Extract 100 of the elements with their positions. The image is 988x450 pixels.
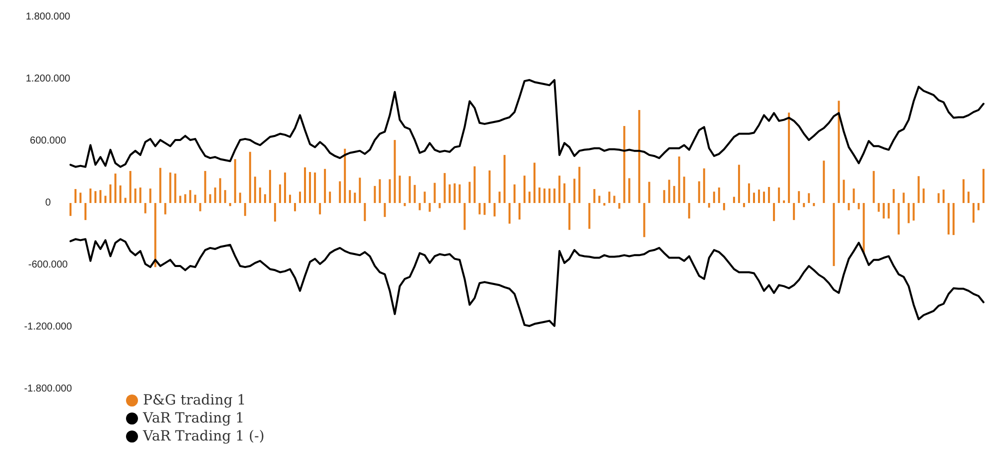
bar — [972, 203, 975, 223]
bar — [902, 192, 905, 203]
bar — [838, 100, 840, 203]
bar — [114, 174, 116, 203]
bar — [209, 194, 212, 203]
bar — [558, 176, 560, 203]
bar — [468, 182, 471, 203]
bar — [538, 188, 540, 203]
bar — [464, 203, 466, 230]
bar — [608, 192, 610, 203]
bar — [159, 168, 162, 203]
bar — [643, 203, 646, 238]
bar — [438, 203, 441, 208]
bar — [908, 203, 910, 224]
bar — [338, 181, 341, 203]
bar — [708, 203, 710, 208]
bar — [918, 176, 920, 203]
bar — [703, 168, 706, 203]
bar — [504, 154, 506, 203]
bar — [688, 203, 690, 218]
bar — [318, 203, 321, 214]
bar — [792, 203, 795, 220]
bar — [733, 196, 736, 203]
bar — [384, 203, 386, 217]
bar — [524, 176, 526, 203]
bar — [239, 192, 242, 203]
bar — [888, 203, 890, 218]
bar — [753, 192, 756, 203]
bar — [802, 203, 805, 208]
bar — [968, 192, 970, 203]
bar — [663, 190, 666, 203]
bar — [224, 190, 226, 203]
bar — [494, 203, 496, 216]
bar — [204, 170, 206, 203]
bar — [474, 166, 476, 203]
bar — [104, 196, 106, 203]
bar — [298, 192, 301, 203]
y-tick-label: 1.200.000 — [26, 74, 71, 84]
bar — [673, 186, 676, 203]
bar — [648, 182, 650, 203]
bar — [179, 196, 182, 203]
bar — [344, 148, 346, 203]
bar — [488, 170, 491, 203]
bar — [79, 192, 82, 203]
bar — [304, 167, 306, 203]
bar — [563, 183, 566, 203]
bar — [578, 166, 580, 203]
bar — [174, 174, 176, 203]
bar — [214, 188, 216, 203]
y-tick-label: -1.200.000 — [24, 322, 72, 332]
bar — [748, 183, 750, 203]
bar — [878, 203, 880, 212]
bar — [398, 176, 401, 203]
bar — [723, 203, 726, 210]
bar — [852, 188, 855, 203]
legend-label: VaR Trading 1 (-) — [142, 428, 264, 444]
bar — [678, 156, 680, 203]
bar — [484, 203, 486, 215]
bar — [738, 164, 740, 203]
bar — [279, 184, 282, 203]
bar — [199, 203, 202, 212]
bar — [683, 176, 686, 203]
bar — [94, 191, 96, 203]
bar — [768, 186, 770, 203]
bar — [898, 203, 900, 235]
bar — [164, 203, 166, 214]
bar — [144, 203, 146, 214]
bar — [713, 192, 716, 203]
bar — [922, 188, 925, 203]
bar — [414, 184, 416, 203]
bar — [169, 172, 172, 203]
bar — [74, 189, 76, 203]
bar — [109, 184, 112, 203]
bar — [289, 194, 292, 203]
y-tick-label: -1.800.000 — [24, 384, 72, 394]
bar — [129, 170, 132, 203]
bar — [124, 198, 126, 203]
bar — [89, 188, 92, 203]
bar — [428, 203, 431, 212]
bar — [394, 140, 396, 203]
bar — [772, 203, 775, 222]
bar — [69, 203, 72, 216]
bar — [788, 112, 790, 203]
bar — [139, 188, 142, 203]
bar — [378, 179, 381, 203]
bar — [698, 181, 700, 203]
bar — [952, 203, 955, 236]
bar — [533, 162, 536, 203]
bar — [842, 180, 845, 203]
bar — [942, 190, 945, 203]
bar — [99, 190, 102, 203]
bar — [778, 188, 780, 203]
bar — [758, 190, 760, 203]
bar — [219, 178, 222, 203]
bar — [84, 203, 86, 220]
bar — [458, 184, 461, 203]
bar — [912, 203, 915, 221]
bar — [862, 203, 865, 254]
bar — [938, 193, 940, 203]
bar — [324, 168, 326, 203]
